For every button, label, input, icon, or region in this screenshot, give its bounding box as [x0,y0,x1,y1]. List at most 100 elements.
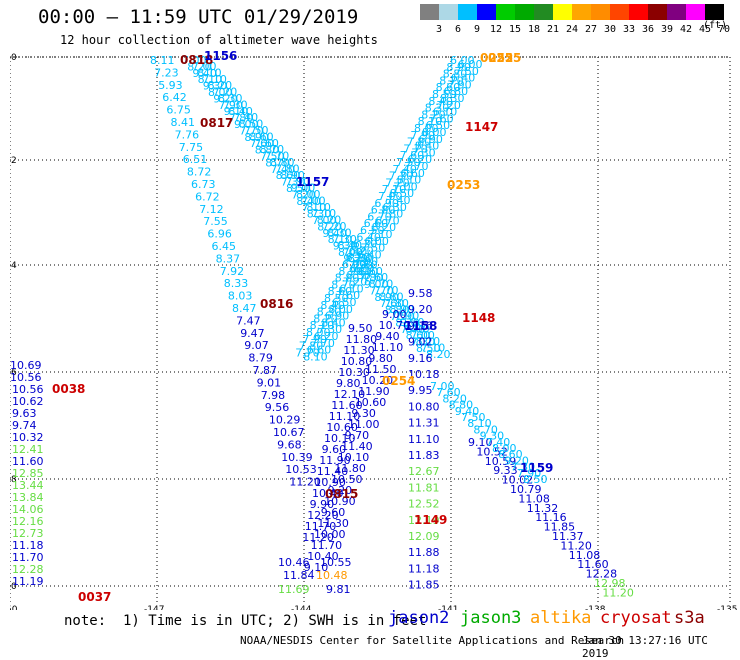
swh-value: 6.00 [458,58,483,71]
swh-value: 12.85 [12,467,44,480]
swh-value: 10.80 [408,400,440,413]
swh-value: 8.10 [328,233,353,246]
swh-value: 11.30 [317,517,349,530]
swh-value: 9.95 [408,384,433,397]
swh-value: 14.06 [12,503,44,516]
swh-value: 9.50 [348,322,373,335]
swh-value: 9.07 [244,339,268,352]
swh-value: 7.00 [312,214,337,227]
swh-value: 8.50 [324,292,349,305]
swh-value: 11.08 [518,492,550,505]
swh-value: 7.40 [392,163,417,176]
swh-value: 6.90 [325,310,350,323]
swh-value: 7.00 [410,329,435,342]
scale-swatch [648,4,667,20]
swh-value: 10.39 [281,451,313,464]
swh-value: 7.75 [179,141,204,154]
swh-value: 6.80 [350,262,375,275]
swh-value: 10.56 [12,383,44,396]
swh-value: 8.70 [439,74,464,87]
swh-value: 8.60 [328,285,353,298]
swh-value: 8.00 [492,442,517,455]
scale-swatch [572,4,591,20]
swh-value: 8.70 [395,316,420,329]
scale-swatch [534,4,553,20]
swh-value: 8.80 [379,290,404,303]
swh-value: 9.00 [291,182,316,195]
swh-value: 8.20 [426,348,451,361]
swh-value: 8.00 [296,188,321,201]
swh-value: 11.70 [12,551,44,564]
swh-value: 7.40 [343,246,368,259]
swh-value: 8.00 [422,126,447,139]
swh-value: 7.60 [380,297,405,310]
time-label: 1147 [465,120,498,134]
swh-value: 7.70 [265,150,290,163]
swh-value: 6.42 [162,91,187,104]
swh-value: 8.79 [248,352,273,365]
swh-value: 8.80 [255,144,279,157]
swh-value: 10.29 [269,414,301,427]
swh-value: 10.55 [320,556,352,569]
legend-cryosat: cryosat [600,608,672,628]
scale-label: 6 [454,24,462,35]
lat-label: -48 [10,475,17,485]
swh-value: 9.40 [375,330,400,343]
lat-label: -44 [10,261,17,271]
swh-value: 12.41 [12,443,44,456]
swh-value: 8.47 [232,302,257,315]
swh-value: 6.75 [166,104,191,117]
swh-value: 10.62 [12,395,44,408]
swh-value: 11.30 [343,344,375,357]
swh-value: 7.60 [429,112,454,125]
swh-value: 8.40 [296,195,321,208]
swh-value: 8.00 [414,122,439,135]
swh-value: 7.10 [382,183,407,196]
swh-value: 7.80 [384,297,409,310]
swh-value: 7.30 [411,146,436,159]
swh-value: 8.80 [270,156,295,169]
swh-value: 13.84 [12,491,44,504]
swh-value: 12.20 [307,509,339,522]
swh-value: 8.50 [432,88,457,101]
swh-value: 7.00 [393,180,418,193]
swh-value: 8.30 [327,226,352,239]
swh-value: 6.70 [367,210,392,223]
swh-value: 9.20 [343,252,368,265]
swh-value: 6.30 [382,201,407,214]
swh-value: 7.90 [395,310,420,323]
legend-jason2: jason2 [388,608,450,628]
scale-swatch [686,4,705,20]
lat-label: -50 [10,582,17,592]
swh-value: 11.83 [408,449,440,462]
swh-value: 11.32 [527,502,559,515]
time-label: 0252 [480,51,513,65]
swh-value: 9.58 [408,287,433,300]
swh-value: 9.30 [480,430,505,443]
swh-value: 11.19 [12,575,44,588]
swh-value: 9.47 [240,327,265,340]
swh-value: 10.18 [408,368,440,381]
lat-label: -40 [10,53,17,63]
swh-value: 7.90 [354,255,379,268]
swh-value: 8.11 [150,54,175,67]
swh-value: 11.70 [305,520,337,533]
swh-value: 12.19 [408,514,440,527]
swh-value: 8.70 [473,423,498,436]
map-title: 00:00 – 11:59 UTC 01/29/2019 [38,6,359,28]
swh-value: 7.90 [447,78,472,91]
swh-value: 6.10 [346,251,371,264]
swh-value: 6.80 [444,85,469,98]
swh-value: 8.10 [310,319,335,332]
swh-value: 8.60 [358,265,383,278]
note-text: note: 1) Time is in UTC; 2) SWH is in fe… [64,613,427,629]
swh-value: 8.60 [436,81,461,94]
swh-value: 11.88 [408,546,440,559]
swh-value: 10.30 [338,366,370,379]
swh-value: 7.70 [239,124,264,137]
swh-value: 7.80 [229,112,254,125]
swh-value: 9.68 [277,438,302,451]
swh-value: 11.40 [317,465,349,478]
swh-value: 6.60 [400,167,425,180]
swh-value: 12.98 [594,577,626,590]
